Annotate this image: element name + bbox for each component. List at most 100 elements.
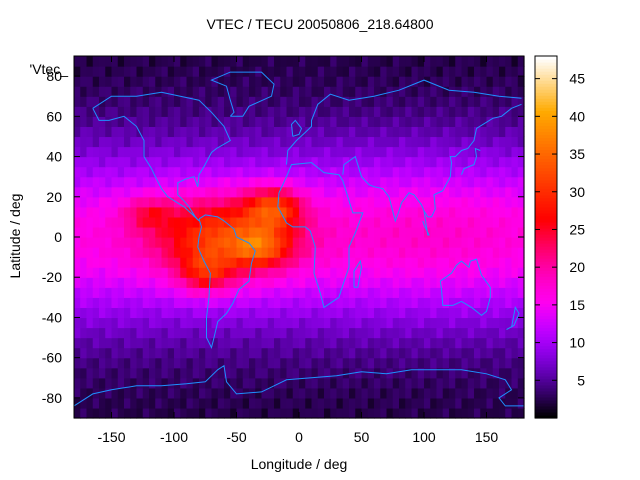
heatmap-cell — [380, 96, 388, 107]
heatmap-cell — [167, 166, 175, 178]
heatmap-cell — [92, 317, 100, 329]
heatmap-cell — [299, 347, 306, 359]
heatmap-cell — [161, 76, 169, 87]
heatmap-cell — [267, 146, 275, 158]
colorbar-segment — [535, 146, 557, 151]
heatmap-cell — [299, 226, 306, 238]
heatmap-cell — [305, 136, 313, 148]
y-tick-label: 20 — [46, 189, 62, 205]
colorbar-tick-label: 10 — [569, 335, 585, 351]
heatmap-cell — [424, 126, 431, 138]
heatmap-cell — [230, 287, 238, 298]
heatmap-cell — [86, 367, 94, 379]
colorbar-segment — [535, 246, 557, 250]
heatmap-cell — [255, 297, 263, 308]
heatmap-cell — [161, 126, 169, 138]
heatmap-cell — [74, 126, 81, 138]
heatmap-cell — [455, 387, 463, 399]
heatmap-cell — [99, 216, 106, 228]
heatmap-cell — [480, 106, 488, 117]
heatmap-cell — [99, 237, 106, 248]
heatmap-cell — [130, 327, 138, 339]
heatmap-cell — [217, 387, 225, 399]
heatmap-cell — [167, 407, 175, 419]
heatmap-cell — [436, 287, 444, 298]
heatmap-cell — [230, 387, 238, 399]
heatmap-cell — [155, 307, 163, 319]
heatmap-cell — [380, 56, 388, 67]
heatmap-cell — [492, 337, 500, 349]
heatmap-cell — [455, 247, 463, 258]
heatmap-cell — [449, 96, 456, 107]
heatmap-cell — [474, 267, 481, 278]
heatmap-cell — [149, 297, 156, 308]
heatmap-cell — [74, 377, 81, 389]
heatmap-cell — [105, 126, 113, 138]
heatmap-cell — [436, 96, 444, 107]
heatmap-cell — [349, 337, 356, 349]
colorbar-segment — [535, 59, 557, 63]
heatmap-cell — [105, 146, 113, 158]
heatmap-cell — [286, 116, 294, 127]
heatmap-cell — [199, 247, 206, 258]
heatmap-cell — [80, 237, 88, 248]
heatmap-cell — [236, 86, 244, 97]
heatmap-cell — [161, 186, 169, 198]
heatmap-cell — [149, 206, 156, 218]
heatmap-cell — [149, 377, 156, 389]
heatmap-cell — [261, 237, 269, 248]
heatmap-cell — [305, 166, 313, 178]
heatmap-cell — [142, 367, 150, 379]
heatmap-cell — [311, 347, 319, 359]
heatmap-cell — [230, 186, 238, 198]
heatmap-cell — [149, 277, 156, 288]
heatmap-cell — [424, 66, 431, 77]
heatmap-cell — [99, 387, 106, 399]
heatmap-cell — [80, 156, 88, 168]
heatmap-cell — [349, 327, 356, 339]
heatmap-cell — [480, 196, 488, 208]
heatmap-cell — [280, 106, 288, 117]
heatmap-cell — [461, 106, 469, 117]
heatmap-cell — [274, 407, 281, 419]
heatmap-cell — [224, 66, 231, 77]
heatmap-cell — [199, 277, 206, 288]
heatmap-cell — [411, 146, 419, 158]
heatmap-cell — [330, 367, 338, 379]
heatmap-cell — [74, 317, 81, 329]
heatmap-cell — [242, 327, 250, 339]
heatmap-cell — [361, 156, 369, 168]
heatmap-cell — [455, 377, 463, 389]
heatmap-cell — [517, 267, 525, 278]
heatmap-cell — [511, 387, 519, 399]
heatmap-cell — [330, 66, 338, 77]
heatmap-cell — [92, 237, 100, 248]
heatmap-cell — [274, 377, 281, 389]
heatmap-cell — [142, 257, 150, 268]
heatmap-cell — [111, 307, 119, 319]
heatmap-cell — [174, 146, 181, 158]
heatmap-cell — [117, 347, 125, 359]
heatmap-cell — [392, 377, 400, 389]
heatmap-cell — [305, 196, 313, 208]
heatmap-cell — [330, 226, 338, 238]
heatmap-cell — [274, 156, 281, 168]
heatmap-cell — [405, 317, 413, 329]
heatmap-cell — [74, 196, 81, 208]
heatmap-cell — [336, 56, 344, 67]
heatmap-cell — [180, 76, 188, 87]
heatmap-cell — [386, 287, 394, 298]
heatmap-cell — [417, 56, 425, 67]
heatmap-cell — [167, 76, 175, 87]
heatmap-cell — [386, 247, 394, 258]
heatmap-cell — [455, 206, 463, 218]
heatmap-cell — [380, 287, 388, 298]
heatmap-cell — [130, 66, 138, 77]
heatmap-cell — [230, 267, 238, 278]
heatmap-cell — [192, 186, 200, 198]
heatmap-cell — [167, 277, 175, 288]
heatmap-cell — [130, 337, 138, 349]
heatmap-cell — [505, 337, 513, 349]
heatmap-cell — [361, 166, 369, 178]
heatmap-cell — [92, 76, 100, 87]
